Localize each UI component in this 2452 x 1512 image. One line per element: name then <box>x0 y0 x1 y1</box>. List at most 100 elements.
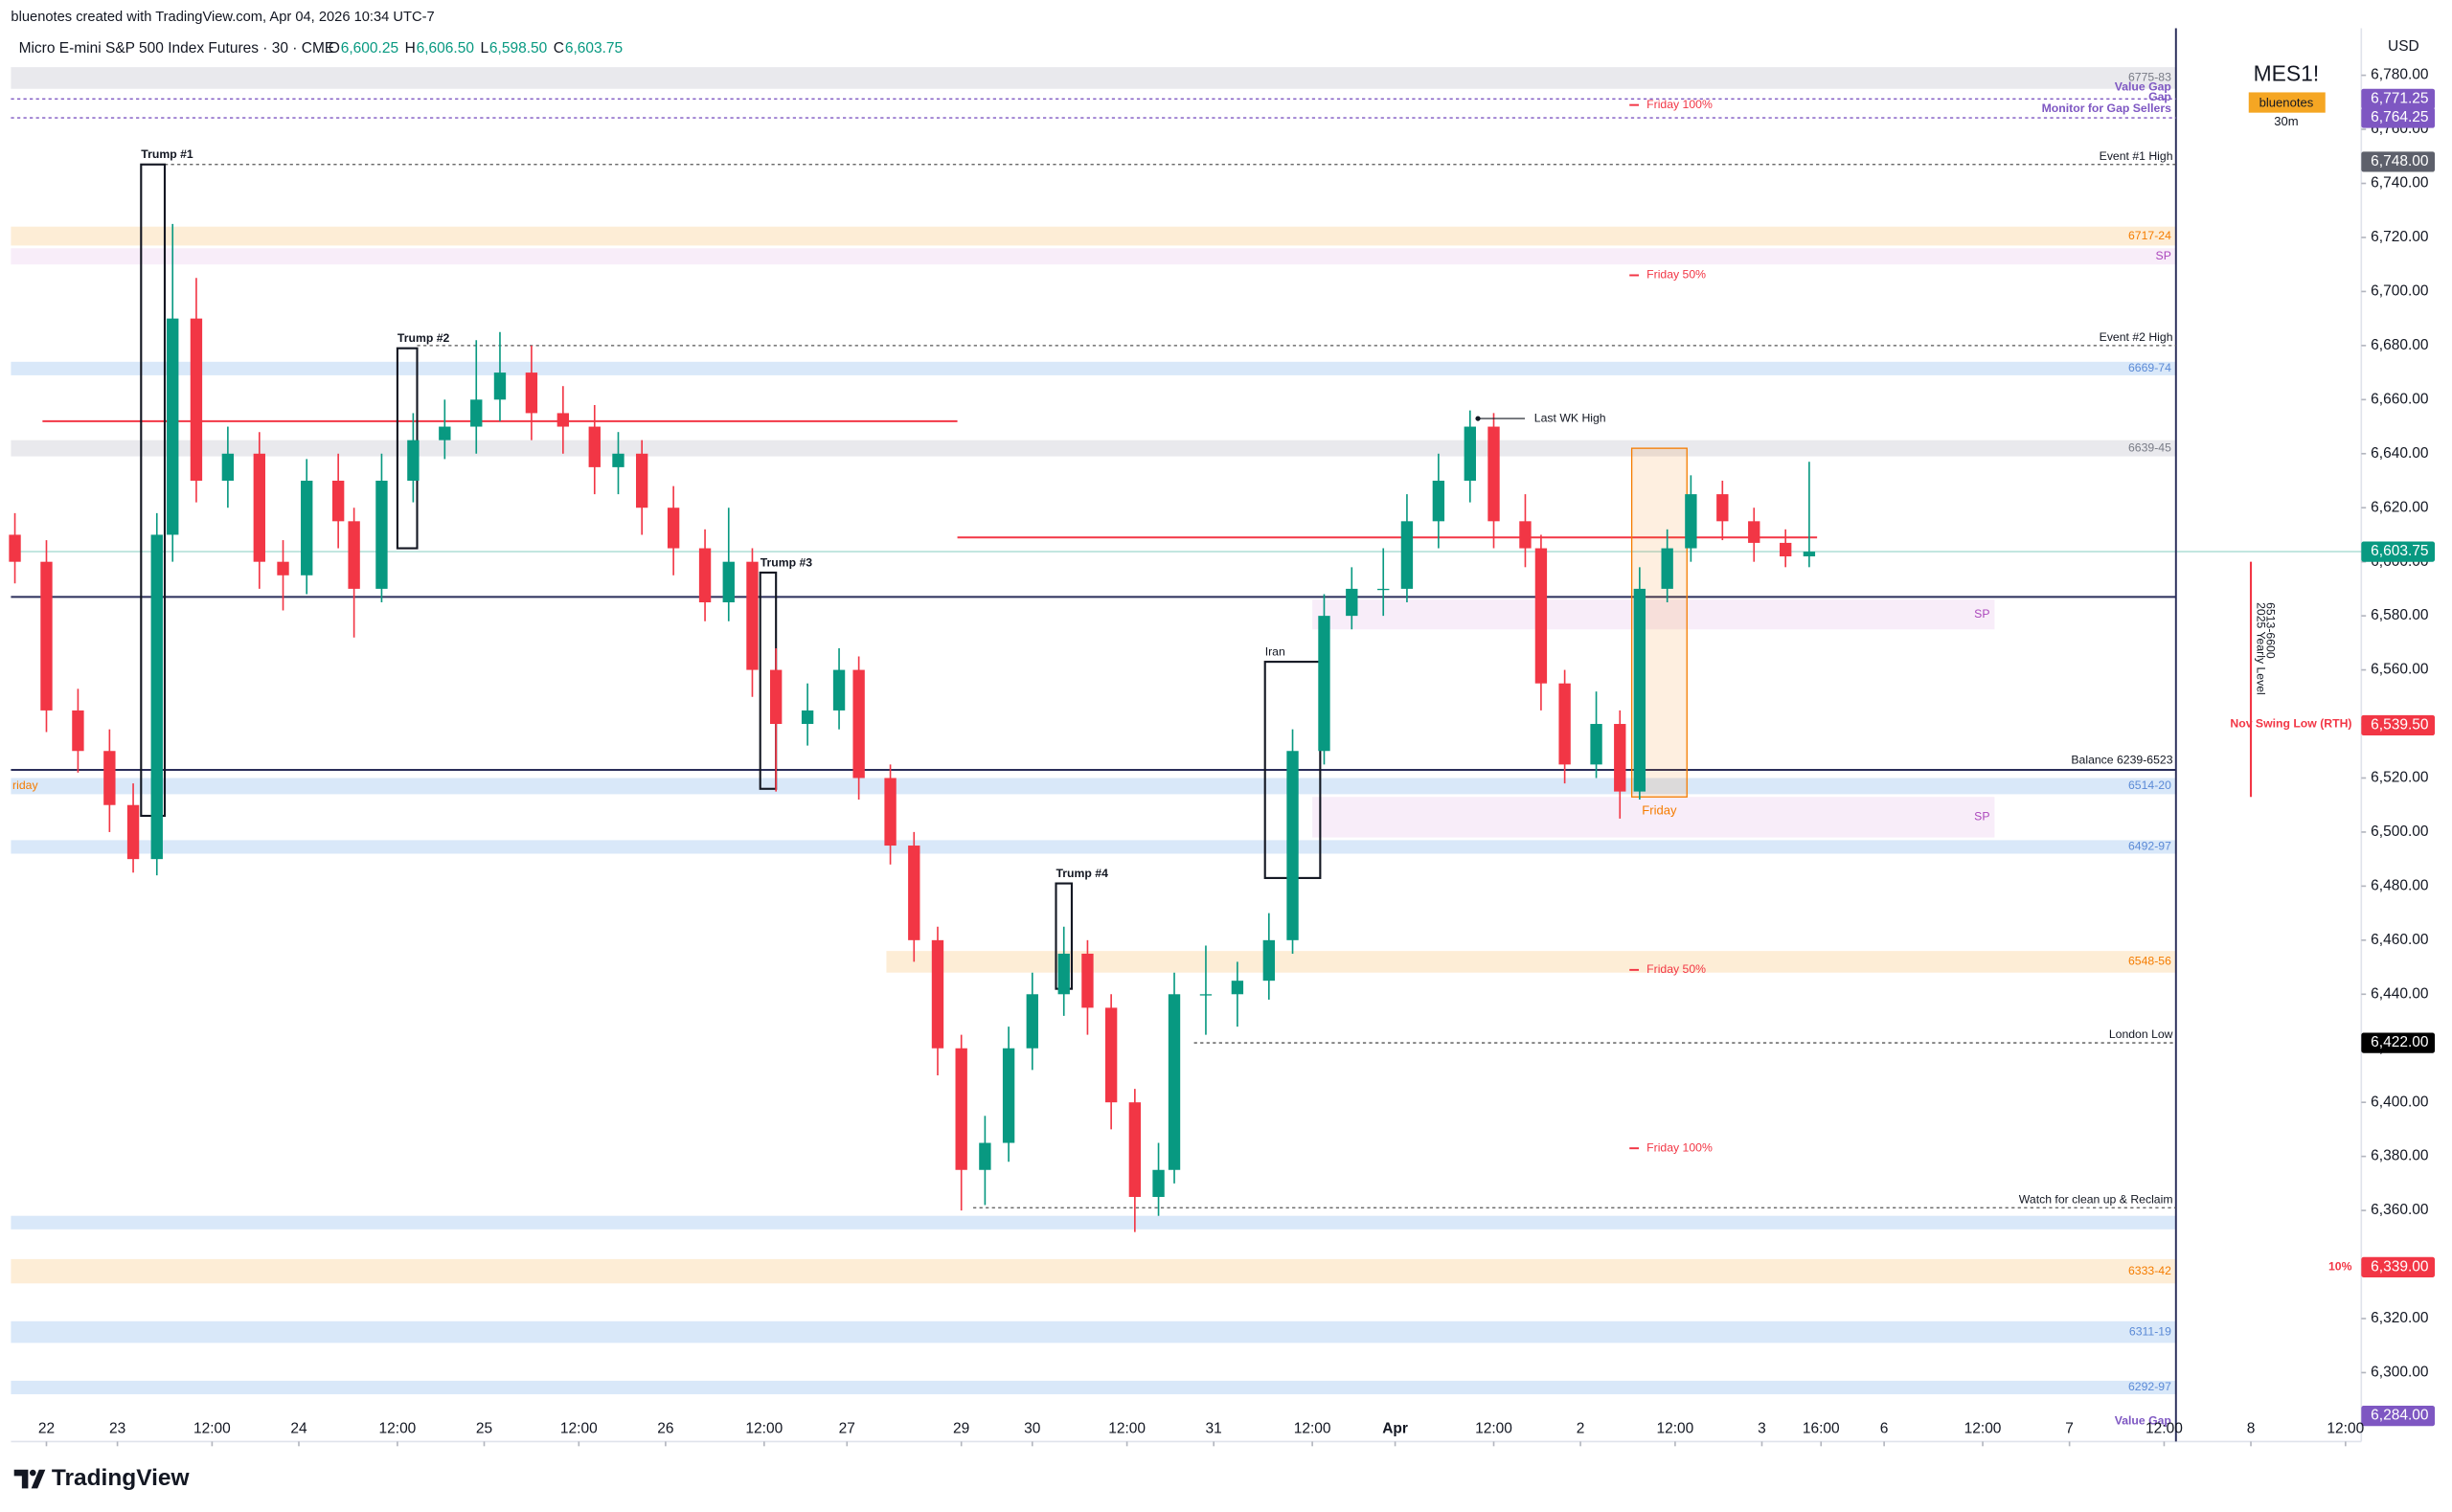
x-tick-label: 12:00 <box>1294 1420 1331 1436</box>
ohlc-key: H <box>405 40 416 56</box>
logo: TradingView <box>13 1465 191 1491</box>
ohlc-value: 6,598.50 <box>489 40 548 56</box>
x-tick-label: 12:00 <box>560 1420 598 1436</box>
zone-label: 6333-42 <box>2128 1264 2171 1277</box>
ohlc-value: 6,606.50 <box>417 40 475 56</box>
note: Value Gap <box>2115 80 2171 94</box>
candle-body <box>979 1142 991 1170</box>
dotted-level-label: Watch for clean up & Reclaim <box>2019 1192 2173 1206</box>
interval: 30m <box>2274 114 2299 128</box>
candle-body <box>1614 724 1626 792</box>
candle-body <box>1487 426 1500 522</box>
candle-body <box>1346 588 1358 617</box>
y-tick-label: 6,320.00 <box>2371 1310 2429 1326</box>
zone <box>11 67 2176 89</box>
yearly-label: 6513-6600 <box>2263 602 2277 659</box>
x-tick-label: 26 <box>657 1420 673 1436</box>
level-label: Balance 6239-6523 <box>2071 753 2172 766</box>
x-tick-label: 12:00 <box>2327 1420 2364 1436</box>
candle-body <box>375 480 388 589</box>
price-tag-label: 6,748.00 <box>2371 153 2429 169</box>
candle-body <box>1432 480 1445 522</box>
ohlc-key: O <box>329 40 340 56</box>
candle-body <box>439 426 451 440</box>
zone <box>11 248 2176 265</box>
price-tag-label: 6,603.75 <box>2371 543 2428 559</box>
x-tick-label: 12:00 <box>1475 1420 1512 1436</box>
y-tick-label: 6,400.00 <box>2371 1094 2429 1110</box>
logo-dot <box>30 1469 36 1477</box>
y-tick-label: 6,560.00 <box>2371 662 2429 678</box>
price-tag <box>2361 1405 2436 1427</box>
y-tick-label: 6,460.00 <box>2371 932 2429 948</box>
x-tick-label: 12:00 <box>1108 1420 1146 1436</box>
candle-body <box>1519 521 1532 549</box>
candle-body <box>1590 724 1602 765</box>
x-tick-label: 12:00 <box>193 1420 231 1436</box>
price-tag-label: 6,764.25 <box>2371 109 2428 125</box>
price-tag <box>2361 88 2436 109</box>
price-tag-label: 6,284.00 <box>2371 1408 2429 1424</box>
y-tick-label: 6,700.00 <box>2371 283 2429 300</box>
zone-label: 6775-83 <box>2128 71 2171 84</box>
author-badge <box>2248 92 2326 113</box>
ohlc-key: L <box>481 40 489 56</box>
zone <box>11 1258 2176 1284</box>
x-tick-label: 25 <box>476 1420 492 1436</box>
box-label: Trump #2 <box>397 331 450 345</box>
candle-body <box>1377 588 1390 591</box>
candle-body <box>1081 953 1094 1008</box>
x-tick-label: 7 <box>2065 1420 2074 1436</box>
ohlc-key: C <box>554 40 564 56</box>
candle-body <box>1231 981 1244 995</box>
note: riday <box>12 779 38 792</box>
candle-body <box>1464 426 1476 481</box>
price-tag <box>2361 151 2436 172</box>
candle-body <box>190 318 203 481</box>
candle-body <box>1128 1102 1142 1197</box>
friday-label: Friday 50% <box>1646 268 1706 282</box>
symbol: Micro E-mini S&P 500 Index Futures · 30 … <box>19 40 335 56</box>
marker-label: Last WK High <box>1534 411 1606 424</box>
note: 10% <box>2328 1260 2352 1274</box>
candle-body <box>1803 552 1816 557</box>
y-tick-label: 6,480.00 <box>2371 877 2429 893</box>
zone <box>11 1380 2176 1395</box>
x-tick-label: 27 <box>839 1420 855 1436</box>
zone-label: 6311-19 <box>2129 1324 2171 1338</box>
candle-body <box>253 453 265 562</box>
x-tick-label: 24 <box>290 1420 307 1436</box>
y-tick-label: 6,520.00 <box>2371 770 2429 786</box>
zone-label: 6292-97 <box>2128 1380 2171 1393</box>
zone-label: 6639-45 <box>2128 440 2171 454</box>
ohlc-value: 6,600.25 <box>341 40 398 56</box>
candle-body <box>103 751 116 805</box>
x-tick-label: 3 <box>1758 1420 1766 1436</box>
x-tick-label: 30 <box>1024 1420 1041 1436</box>
candle-body <box>722 561 735 603</box>
zone-label: 6669-74 <box>2128 361 2171 374</box>
dotted-level-label: Event #2 High <box>2100 330 2173 344</box>
y-tick-label: 6,380.00 <box>2371 1148 2429 1164</box>
candle-body <box>1026 994 1038 1049</box>
zone-label: 6492-97 <box>2128 840 2171 853</box>
x-tick-label: 22 <box>38 1420 55 1436</box>
zone-label: 6514-20 <box>2128 779 2171 792</box>
ticker: MES1! <box>2254 61 2320 86</box>
price-tag-label: 6,771.25 <box>2371 90 2428 106</box>
x-tick-label: 6 <box>1880 1420 1889 1436</box>
y-tick-label: 6,680.00 <box>2371 337 2429 353</box>
dotted-level-label: Event #1 High <box>2100 149 2173 163</box>
price-tag <box>2361 541 2436 562</box>
y-tick-label: 6,660.00 <box>2371 391 2429 407</box>
price-tag <box>2361 1256 2436 1277</box>
candle-body <box>1104 1007 1118 1103</box>
price-tag <box>2361 714 2436 736</box>
yearly-label: 2025 Yearly Level <box>2255 602 2268 695</box>
candle-body <box>40 561 53 711</box>
box-label: Friday <box>1642 802 1677 817</box>
candle-body <box>348 521 360 589</box>
box-label: Trump #3 <box>761 555 813 569</box>
y-tick-label: 6,620.00 <box>2371 499 2429 515</box>
